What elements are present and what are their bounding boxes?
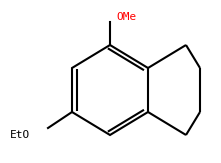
Text: EtO: EtO (10, 130, 30, 140)
Text: OMe: OMe (116, 12, 136, 22)
